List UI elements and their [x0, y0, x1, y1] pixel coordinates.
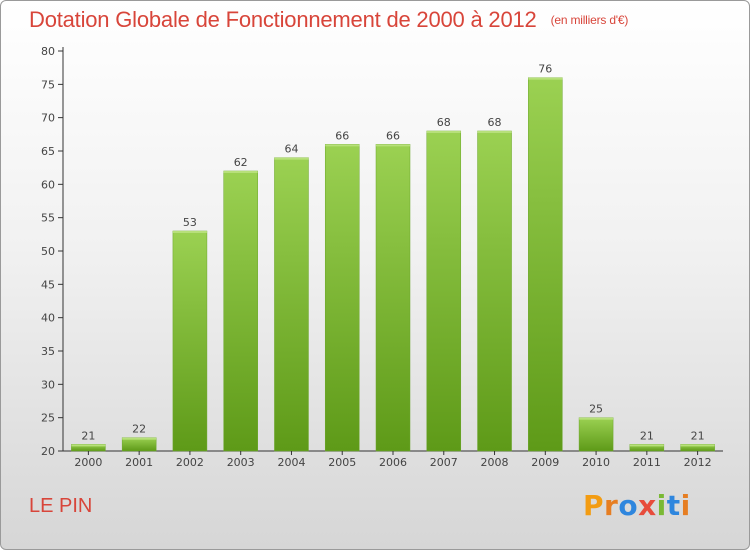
x-tick-label: 2010	[582, 456, 610, 469]
bar-2010	[578, 417, 614, 452]
data-label-2011: 21	[640, 429, 654, 442]
y-tick-label: 25	[41, 412, 55, 425]
y-tick-label: 30	[41, 378, 55, 391]
data-label-2012: 21	[691, 429, 705, 442]
x-tick-label: 2002	[176, 456, 204, 469]
logo-letter: P	[583, 489, 605, 522]
y-tick-label: 75	[41, 78, 55, 91]
x-tick-label: 2005	[328, 456, 356, 469]
data-label-2001: 22	[132, 423, 146, 436]
chart-subtitle: (en milliers d'€)	[550, 13, 629, 27]
data-label-2006: 66	[386, 129, 400, 142]
data-label-2007: 68	[437, 116, 451, 129]
bar-2003	[223, 170, 258, 452]
logo-letter: t	[666, 489, 681, 522]
data-label-2000: 21	[81, 429, 95, 442]
bar-highlight	[122, 437, 157, 440]
bar-highlight	[325, 144, 360, 147]
logo-letter: o	[618, 489, 639, 522]
y-tick-label: 20	[41, 445, 55, 458]
commune-name: LE PIN	[29, 495, 93, 517]
bar-2002	[172, 230, 208, 452]
y-tick-label: 50	[41, 245, 55, 258]
bar-2004	[274, 157, 309, 452]
bar-highlight	[172, 231, 207, 233]
y-tick-label: 70	[41, 112, 55, 125]
x-tick-label: 2001	[125, 456, 153, 469]
bar-highlight	[629, 444, 664, 447]
bar-highlight	[528, 77, 563, 80]
y-tick-label: 45	[41, 278, 55, 291]
data-label-2008: 68	[488, 116, 502, 129]
bar-highlight	[71, 444, 106, 447]
y-tick-label: 60	[41, 178, 55, 191]
x-tick-label: 2012	[684, 456, 712, 469]
y-tick-label: 80	[41, 45, 55, 58]
bar-2007	[426, 130, 462, 452]
y-tick-label: 65	[41, 145, 55, 158]
logo-letter: i	[680, 489, 691, 522]
x-tick-label: 2009	[531, 456, 559, 469]
bar-2008	[477, 130, 512, 452]
x-tick-label: 2007	[430, 456, 458, 469]
data-label-2010: 25	[589, 403, 603, 416]
data-label-2004: 64	[284, 143, 298, 156]
bar-highlight	[426, 131, 461, 133]
logo-letter: r	[604, 489, 619, 522]
logo-letter: i	[656, 489, 667, 522]
logo-letter: x	[638, 489, 657, 522]
bar-highlight	[680, 444, 715, 447]
data-label-2009: 76	[538, 63, 552, 76]
bar-2006	[375, 144, 411, 452]
proxiti-logo: Proxiti	[583, 489, 691, 522]
bar-highlight	[376, 144, 410, 147]
chart-title-block: Dotation Globale de Fonctionnement de 20…	[29, 7, 628, 33]
data-label-2005: 66	[335, 129, 349, 142]
x-tick-label: 2003	[227, 456, 255, 469]
bar-highlight	[579, 417, 614, 420]
bar-highlight	[223, 171, 258, 173]
y-tick-label: 55	[41, 212, 55, 225]
chart-title: Dotation Globale de Fonctionnement de 20…	[29, 7, 537, 32]
data-label-2003: 62	[234, 156, 248, 169]
y-tick-label: 35	[41, 345, 55, 358]
x-tick-label: 2000	[74, 456, 102, 469]
bar-2009	[528, 77, 563, 452]
bar-highlight	[274, 157, 309, 160]
x-tick-label: 2011	[633, 456, 661, 469]
bar-2005	[324, 144, 360, 452]
y-tick-label: 40	[41, 312, 55, 325]
x-tick-label: 2004	[277, 456, 305, 469]
x-tick-label: 2008	[481, 456, 509, 469]
bar-highlight	[477, 131, 512, 133]
x-tick-label: 2006	[379, 456, 407, 469]
data-label-2002: 53	[183, 216, 197, 229]
